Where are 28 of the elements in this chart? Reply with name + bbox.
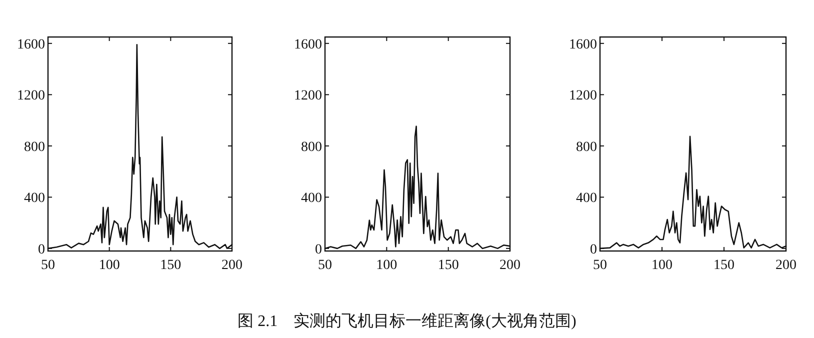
x-tick-label: 150 (160, 258, 182, 273)
y-tick-label: 0 (315, 242, 322, 258)
x-tick-label: 100 (98, 258, 120, 273)
y-tick-label: 1200 (17, 88, 45, 104)
y-tick-label: 400 (24, 191, 45, 206)
x-tick-label: 50 (593, 258, 607, 273)
y-tick-label: 400 (576, 191, 597, 206)
x-tick-label: 100 (376, 258, 398, 273)
y-tick-label: 400 (301, 191, 322, 206)
y-tick-label: 800 (576, 140, 597, 155)
x-tick-label: 100 (652, 258, 672, 273)
x-tick-label: 200 (776, 258, 796, 273)
caption: 图 2.1 实测的飞机目标一维距离像(大视角范围) (238, 312, 576, 330)
y-tick-label: 1600 (17, 37, 45, 52)
x-tick-label: 150 (438, 258, 459, 273)
x-tick-label: 200 (500, 258, 520, 273)
y-tick-label: 1600 (294, 37, 322, 52)
y-tick-label: 1600 (569, 37, 597, 52)
y-tick-label: 0 (38, 242, 45, 258)
x-tick-label: 50 (318, 258, 332, 273)
x-tick-label: 200 (222, 258, 242, 273)
x-tick-label: 150 (714, 258, 734, 273)
y-tick-label: 1200 (294, 88, 322, 104)
y-tick-label: 0 (590, 242, 597, 258)
y-tick-label: 800 (24, 140, 45, 155)
y-tick-label: 800 (301, 140, 322, 155)
y-tick-label: 1200 (569, 88, 597, 104)
x-tick-label: 50 (41, 258, 55, 273)
